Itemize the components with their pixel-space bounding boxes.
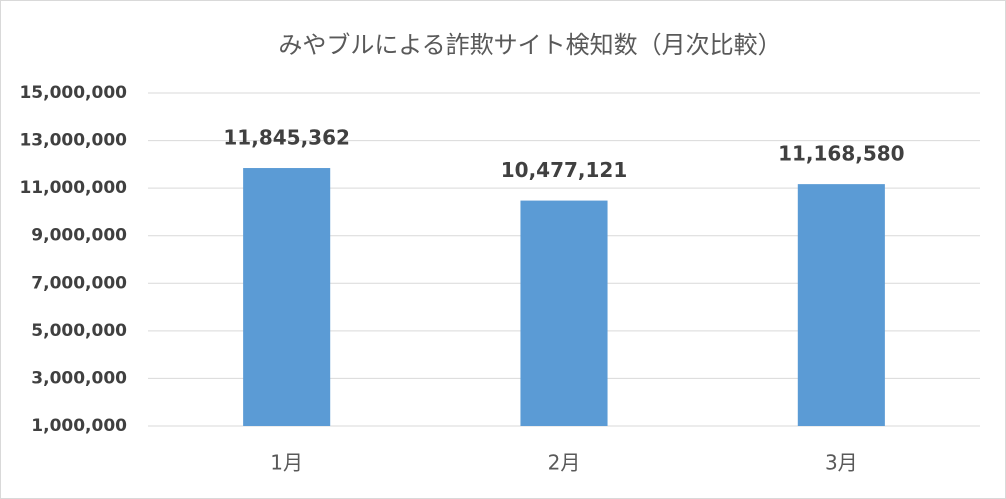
bar bbox=[243, 168, 331, 426]
y-tick-label: 3,000,000 bbox=[31, 368, 127, 388]
bar bbox=[520, 200, 608, 426]
x-tick-label: 3月 bbox=[825, 451, 858, 475]
data-label: 10,477,121 bbox=[501, 158, 628, 182]
y-tick-label: 7,000,000 bbox=[31, 273, 127, 293]
data-label: 11,168,580 bbox=[778, 142, 905, 166]
x-tick-label: 2月 bbox=[548, 451, 581, 475]
data-label: 11,845,362 bbox=[223, 126, 350, 150]
y-tick-label: 15,000,000 bbox=[19, 83, 127, 103]
chart-title: みやブルによる詐欺サイト検知数（月次比較） bbox=[278, 31, 781, 59]
x-tick-label: 1月 bbox=[270, 451, 303, 475]
y-tick-label: 5,000,000 bbox=[31, 321, 127, 341]
y-tick-label: 13,000,000 bbox=[19, 131, 127, 151]
bar bbox=[797, 184, 885, 426]
y-tick-label: 1,000,000 bbox=[31, 416, 127, 436]
y-tick-label: 11,000,000 bbox=[19, 178, 127, 198]
y-tick-label: 9,000,000 bbox=[31, 226, 127, 246]
